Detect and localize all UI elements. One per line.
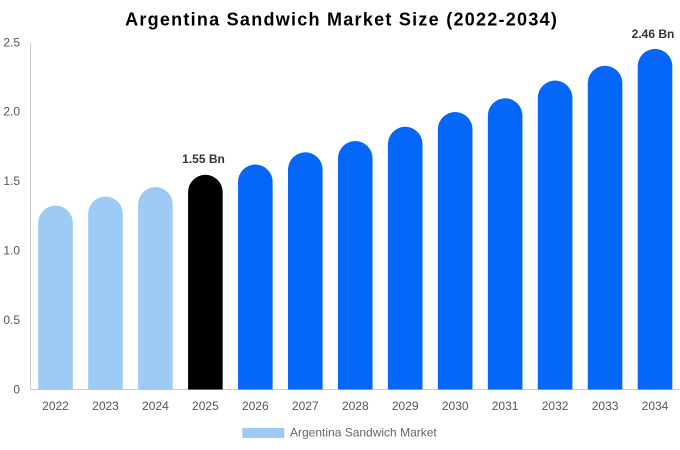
svg-text:1.5: 1.5 (3, 174, 20, 188)
svg-text:Argentina Sandwich Market Size: Argentina Sandwich Market Size (2022-203… (125, 10, 558, 30)
svg-text:2034: 2034 (642, 399, 669, 413)
svg-text:1.55 Bn: 1.55 Bn (182, 152, 225, 166)
svg-text:2027: 2027 (292, 399, 319, 413)
svg-text:2033: 2033 (592, 399, 619, 413)
svg-text:2032: 2032 (542, 399, 569, 413)
svg-text:2.5: 2.5 (3, 35, 20, 49)
svg-text:2031: 2031 (492, 399, 519, 413)
svg-text:2024: 2024 (142, 399, 169, 413)
svg-text:2.0: 2.0 (3, 105, 20, 119)
svg-text:2030: 2030 (442, 399, 469, 413)
svg-text:2026: 2026 (242, 399, 269, 413)
svg-text:2.46 Bn: 2.46 Bn (632, 27, 675, 41)
svg-text:2029: 2029 (392, 399, 419, 413)
svg-text:2022: 2022 (42, 399, 69, 413)
svg-text:Argentina Sandwich Market: Argentina Sandwich Market (290, 426, 437, 440)
svg-text:0: 0 (13, 383, 20, 397)
svg-text:1.0: 1.0 (3, 244, 20, 258)
svg-text:0.5: 0.5 (3, 313, 20, 327)
svg-text:2025: 2025 (192, 399, 219, 413)
svg-text:2028: 2028 (342, 399, 369, 413)
svg-text:2023: 2023 (92, 399, 119, 413)
